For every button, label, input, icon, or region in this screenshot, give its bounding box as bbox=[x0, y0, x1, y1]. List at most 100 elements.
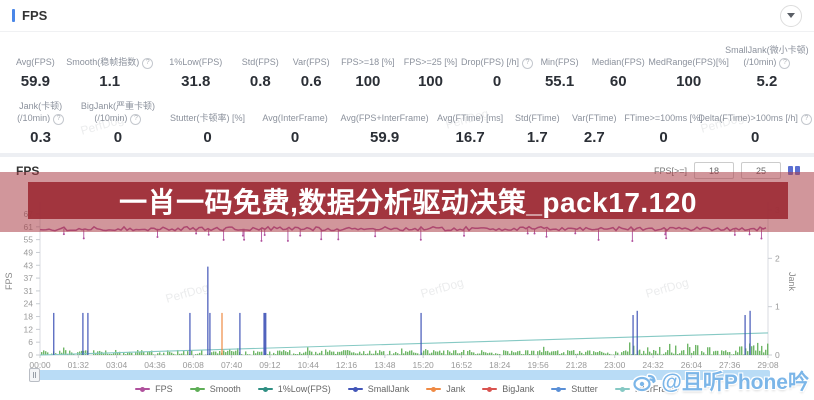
metric-fps-ge-25: FPS>=25 [%] 100 bbox=[399, 45, 462, 90]
svg-text:06:08: 06:08 bbox=[183, 360, 205, 370]
metric-label: Var(FPS) bbox=[292, 57, 330, 68]
svg-text:03:04: 03:04 bbox=[106, 360, 128, 370]
svg-text:FPS: FPS bbox=[4, 272, 14, 290]
metric-avg-interframe: Avg(InterFrame) 0 bbox=[252, 101, 338, 146]
svg-text:19:56: 19:56 bbox=[527, 360, 549, 370]
svg-text:18:24: 18:24 bbox=[489, 360, 511, 370]
metric-label: BigJank(严重卡顿) (/10min)? bbox=[80, 101, 155, 125]
legend-item-stutter[interactable]: Stutter bbox=[551, 384, 598, 394]
metric-jank: Jank(卡顿) (/10min)? 0.3 bbox=[8, 101, 73, 146]
metric-value: 0 bbox=[113, 129, 123, 146]
svg-text:10:44: 10:44 bbox=[298, 360, 320, 370]
legend-item-interframe[interactable]: InterFrame bbox=[614, 384, 679, 394]
metric-var-fps: Var(FPS) 0.6 bbox=[286, 45, 337, 90]
svg-text:26:04: 26:04 bbox=[681, 360, 703, 370]
legend-item-bigjank[interactable]: BigJank bbox=[482, 384, 534, 394]
metric-value: 0 bbox=[492, 73, 502, 90]
metric-value: 1.7 bbox=[526, 129, 548, 146]
metric-value: 0.8 bbox=[249, 73, 271, 90]
metric-value: 5.2 bbox=[756, 73, 778, 90]
legend-item-low1pct[interactable]: 1%Low(FPS) bbox=[257, 384, 331, 394]
metric-label: Smooth(稳帧指数)? bbox=[66, 45, 154, 69]
metric-value: 2.7 bbox=[583, 129, 605, 146]
ad-banner-overlay: 一肖一码免费,数据分析驱动决策_pack17.120 bbox=[0, 172, 814, 232]
metric-value: 100 bbox=[355, 73, 381, 90]
legend-item-jank[interactable]: Jank bbox=[426, 384, 465, 394]
metric-ftime-ge-100ms: FTime>=100ms [%] 0 bbox=[623, 101, 704, 146]
metric-bigjank: BigJank(严重卡顿) (/10min)? 0 bbox=[73, 101, 163, 146]
metric-label: Stutter(卡顿率) [%] bbox=[170, 113, 246, 124]
svg-text:07:40: 07:40 bbox=[221, 360, 243, 370]
legend-marker bbox=[551, 386, 567, 392]
legend-label: InterFrame bbox=[634, 384, 679, 394]
svg-text:2: 2 bbox=[775, 253, 780, 263]
svg-text:6: 6 bbox=[28, 337, 33, 347]
metric-value: 0.3 bbox=[30, 129, 51, 146]
info-icon[interactable]: ? bbox=[779, 58, 791, 69]
metric-avg-fps-interframe: Avg(FPS+InterFrame) 59.9 bbox=[338, 101, 432, 146]
metric-value: 31.8 bbox=[181, 73, 211, 90]
legend-item-smalljank[interactable]: SmallJank bbox=[347, 384, 410, 394]
metric-delta-ftime: Delta(FTime)>100ms [/h]? 0 bbox=[698, 101, 812, 146]
svg-text:23:00: 23:00 bbox=[604, 360, 626, 370]
legend-label: SmallJank bbox=[367, 384, 410, 394]
metric-avg-ftime: Avg(FTime) [ms] 16.7 bbox=[431, 101, 508, 146]
svg-text:24: 24 bbox=[24, 299, 34, 309]
metric-label: MedRange(FPS)[%] bbox=[648, 57, 729, 68]
metric-std-fps: Std(FPS) 0.8 bbox=[235, 45, 286, 90]
metric-value: 0.6 bbox=[300, 73, 322, 90]
legend-label: Jank bbox=[446, 384, 466, 394]
legend-marker bbox=[135, 386, 151, 392]
metric-value: 100 bbox=[676, 73, 702, 90]
columns-icon[interactable] bbox=[788, 166, 800, 175]
legend-item-smooth[interactable]: Smooth bbox=[189, 384, 241, 394]
metric-low1pct-fps: 1%Low(FPS) 31.8 bbox=[157, 45, 235, 90]
metric-median-fps: Median(FPS) 60 bbox=[587, 45, 650, 90]
metric-label: Drop(FPS) [/h]? bbox=[461, 45, 533, 69]
info-icon[interactable]: ? bbox=[130, 114, 142, 125]
info-icon[interactable]: ? bbox=[800, 114, 812, 125]
weibo-icon bbox=[632, 373, 658, 392]
metric-value: 59.9 bbox=[20, 73, 50, 90]
metric-value: 0 bbox=[750, 129, 760, 146]
svg-text:31: 31 bbox=[24, 286, 34, 296]
legend-dot bbox=[431, 386, 437, 392]
metric-value: 0 bbox=[659, 129, 668, 146]
svg-text:12: 12 bbox=[24, 324, 34, 334]
legend-marker bbox=[614, 386, 630, 392]
legend-marker bbox=[426, 386, 442, 392]
svg-text:0: 0 bbox=[775, 350, 780, 360]
metric-label: Delta(FTime)>100ms [/h]? bbox=[698, 101, 812, 125]
info-icon[interactable]: ? bbox=[142, 58, 154, 69]
legend-dot bbox=[487, 386, 493, 392]
metric-stutter: Stutter(卡顿率) [%] 0 bbox=[163, 101, 253, 146]
scrollbar-handle[interactable] bbox=[29, 368, 40, 382]
legend-item-fps[interactable]: FPS bbox=[135, 384, 173, 394]
legend-dot bbox=[619, 386, 625, 392]
collapse-button[interactable] bbox=[780, 4, 802, 27]
metric-label: Avg(FPS) bbox=[15, 57, 55, 68]
legend-dot bbox=[194, 386, 200, 392]
legend-label: Smooth bbox=[209, 384, 241, 394]
svg-text:43: 43 bbox=[24, 260, 34, 270]
legend-label: 1%Low(FPS) bbox=[277, 384, 331, 394]
legend-marker bbox=[347, 386, 363, 392]
metric-label: Median(FPS) bbox=[591, 57, 645, 68]
metric-medrange-fps: MedRange(FPS)[%] 100 bbox=[648, 45, 729, 90]
metric-label: Std(FTime) bbox=[514, 113, 560, 124]
metric-value: 0 bbox=[290, 129, 300, 146]
chart-legend: FPS Smooth 1%Low(FPS) SmallJank Jank BigJank S… bbox=[0, 384, 814, 394]
chart-scrollbar[interactable] bbox=[29, 368, 770, 382]
svg-text:29:08: 29:08 bbox=[757, 360, 779, 370]
legend-marker bbox=[189, 386, 205, 392]
svg-text:18: 18 bbox=[24, 312, 34, 322]
info-icon[interactable]: ? bbox=[522, 58, 533, 69]
legend-dot bbox=[556, 386, 562, 392]
metric-label: Avg(FTime) [ms] bbox=[437, 113, 504, 124]
metric-value: 60 bbox=[609, 73, 627, 90]
metric-value: 0 bbox=[203, 129, 212, 146]
metrics-row-2: Jank(卡顿) (/10min)? 0.3 BigJank(严重卡顿) (/10min… bbox=[0, 101, 814, 146]
info-icon[interactable]: ? bbox=[53, 114, 65, 125]
legend-marker bbox=[482, 386, 498, 392]
svg-text:21:28: 21:28 bbox=[566, 360, 588, 370]
